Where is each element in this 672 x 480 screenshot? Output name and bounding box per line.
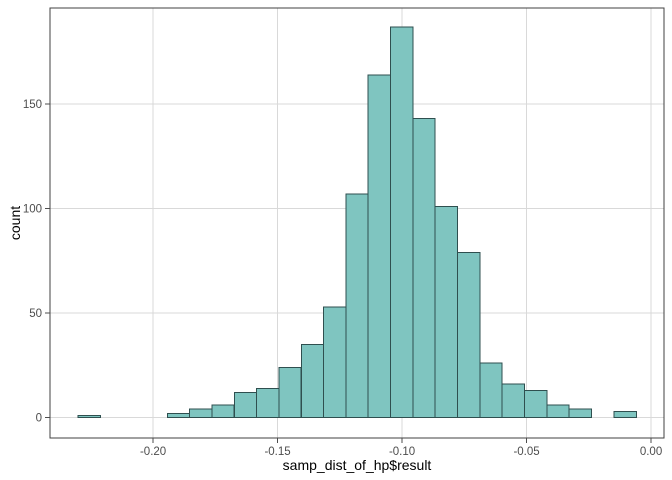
y-tick-label: 50 — [29, 308, 42, 320]
y-axis-title: count — [7, 205, 23, 241]
histogram-bar — [255, 387, 280, 419]
x-tick-label: -0.15 — [264, 446, 290, 458]
histogram-bar — [524, 389, 548, 419]
panel-border — [49, 7, 665, 439]
histogram-bar — [613, 410, 637, 419]
x-axis-title: samp_dist_of_hp$result — [282, 457, 432, 473]
histogram-bar — [278, 366, 302, 419]
x-tick-label: -0.05 — [513, 446, 539, 458]
histogram-bar — [501, 383, 526, 419]
histogram-bar — [188, 408, 213, 419]
x-tick-label: -0.20 — [140, 446, 166, 458]
histogram-bar — [322, 306, 347, 419]
histogram-bar — [300, 343, 325, 419]
x-tick-label: -0.10 — [389, 446, 415, 458]
histogram-bar — [390, 26, 414, 419]
histogram-bar — [568, 408, 592, 419]
x-tick-label: 0.00 — [640, 446, 662, 458]
histogram-bar — [233, 391, 258, 419]
histogram-bar — [412, 118, 436, 419]
histogram-bar — [345, 193, 369, 419]
y-tick-label: 100 — [23, 204, 42, 216]
histogram-bar — [77, 414, 101, 419]
histogram-bar — [166, 412, 191, 419]
histogram-bar — [546, 404, 570, 419]
histogram-bar — [457, 251, 481, 419]
y-tick-label: 0 — [36, 413, 42, 425]
histogram-bar — [367, 74, 392, 419]
y-tick-label: 150 — [23, 99, 42, 111]
histogram-bar — [434, 205, 459, 419]
histogram-bar — [211, 404, 235, 419]
histogram-bar — [479, 362, 503, 419]
